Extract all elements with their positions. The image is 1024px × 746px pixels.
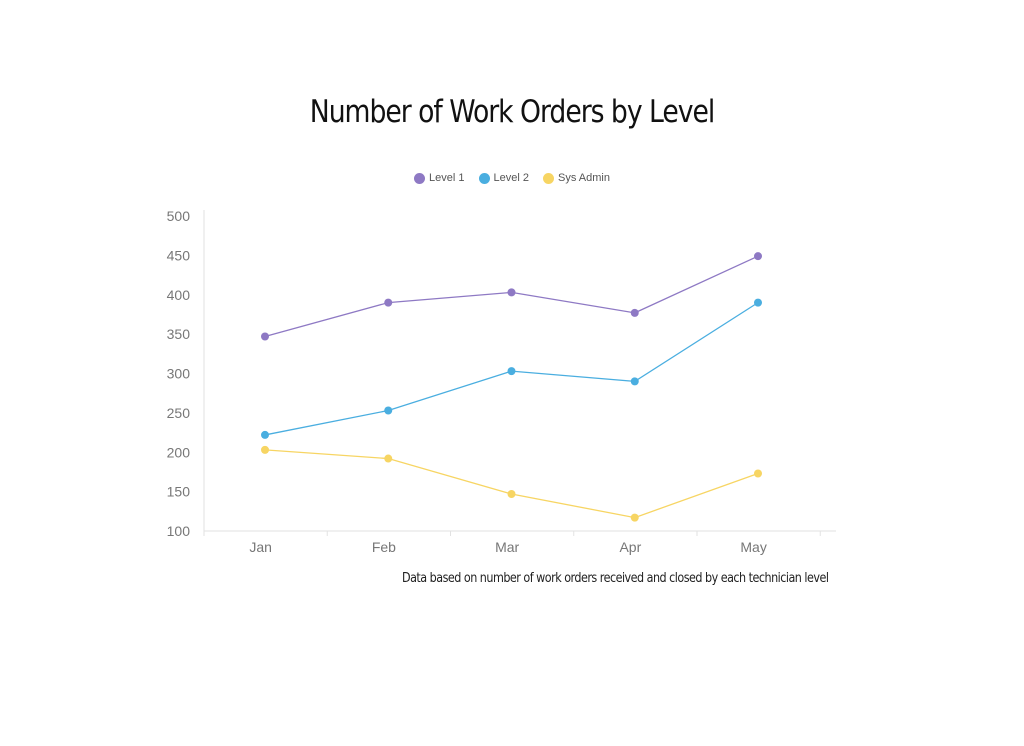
y-tick-label-200: 200 [167,444,191,460]
legend-item-sys-admin[interactable]: Sys Admin [543,172,610,184]
y-tick-label-400: 400 [167,287,191,303]
legend-swatch-sys-admin [543,172,554,184]
x-tick-label-jan: Jan [249,539,272,555]
y-tick-label-100: 100 [167,523,191,539]
data-point-level-1-feb [384,298,393,307]
y-tick-label-500: 500 [167,208,191,224]
y-tick-label-350: 350 [167,326,191,342]
legend-swatch-level-1 [414,172,426,184]
data-point-level-2-mar [507,367,516,376]
x-tick-label-feb: Feb [372,539,396,555]
y-tick-label-300: 300 [167,366,191,382]
legend-item-level-2[interactable]: Level 2 [478,172,529,184]
data-point-sys-admin-apr [630,513,639,522]
data-point-level-2-may [754,298,762,307]
legend-label-level-2: Level 2 [493,172,529,184]
data-point-sys-admin-mar [507,489,516,498]
y-tick-label-450: 450 [167,247,191,263]
x-tick-label-mar: Mar [495,539,519,555]
data-point-sys-admin-jan [261,445,269,454]
legend-swatch-level-2 [478,172,490,184]
chart-legend: Level 1 Level 2 Sys Admin [0,172,1024,184]
data-point-level-1-may [754,252,762,261]
y-tick-label-150: 150 [167,484,191,500]
x-tick-label-apr: Apr [619,539,641,555]
chart-title: Number of Work Orders by Level [309,94,715,130]
legend-item-level-1[interactable]: Level 1 [414,172,465,184]
data-point-level-2-apr [630,377,639,386]
legend-label-sys-admin: Sys Admin [558,172,610,184]
x-tick-label-may: May [740,539,766,555]
data-point-sys-admin-feb [384,454,393,463]
data-point-level-2-jan [261,430,269,439]
y-tick-label-250: 250 [167,405,191,421]
data-point-level-2-feb [384,406,393,415]
series-line-sys-admin [264,449,759,519]
data-point-level-1-apr [630,308,639,317]
legend-label-level-1: Level 1 [429,172,465,184]
data-point-level-1-mar [507,288,516,297]
data-point-level-1-jan [261,332,269,341]
data-point-sys-admin-may [754,469,762,478]
chart-footnote: Data based on number of work orders rece… [402,571,829,586]
